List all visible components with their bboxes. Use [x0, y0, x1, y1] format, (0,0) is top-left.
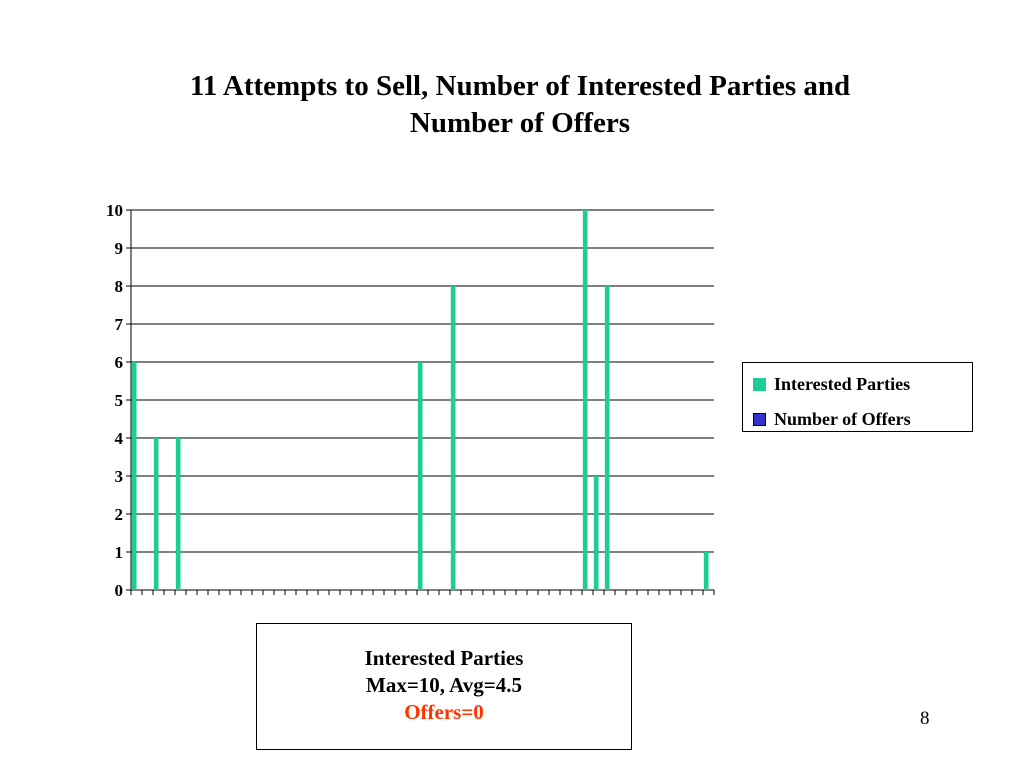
bar-interested-parties	[593, 476, 599, 590]
bar-interested-parties	[175, 438, 181, 590]
y-tick-label: 1	[115, 543, 124, 562]
bar-interested-parties	[582, 210, 588, 590]
slide-title-line-2: Number of Offers	[409, 107, 631, 139]
stats-heading: Interested Parties	[364, 646, 524, 670]
legend-label-interested-parties: Interested Parties	[774, 373, 911, 394]
y-tick-label: 0	[115, 581, 124, 600]
y-tick-label: 10	[106, 201, 123, 220]
y-tick-label: 9	[115, 239, 124, 258]
bar-interested-parties	[417, 362, 423, 590]
slide-title-line-1: 11 Attempts to Sell, Number of Intereste…	[189, 70, 851, 102]
y-tick-label: 3	[115, 467, 124, 486]
legend-label-number-of-offers: Number of Offers	[774, 408, 911, 429]
stats-summary-box: Interested Parties Max=10, Avg=4.5 Offer…	[256, 623, 632, 750]
legend-swatch-interested-parties	[753, 377, 766, 391]
y-tick-label: 8	[115, 277, 124, 296]
bar-interested-parties	[153, 438, 159, 590]
legend-swatch-number-of-offers	[753, 412, 766, 426]
bar-interested-parties	[703, 552, 709, 590]
chart-legend: Interested Parties Number of Offers	[742, 362, 973, 432]
y-tick-label: 4	[115, 429, 124, 448]
legend-item-number-of-offers: Number of Offers	[753, 408, 911, 430]
stats-max-avg: Max=10, Avg=4.5	[366, 673, 522, 697]
bar-interested-parties	[131, 362, 137, 590]
y-tick-label: 5	[115, 391, 124, 410]
bar-interested-parties	[450, 286, 456, 590]
y-tick-label: 7	[115, 315, 124, 334]
bar-interested-parties	[604, 286, 610, 590]
legend-item-interested-parties: Interested Parties	[753, 373, 910, 395]
slide-title: 11 Attempts to Sell, Number of Intereste…	[80, 68, 960, 142]
page-number: 8	[920, 708, 930, 729]
stats-offers: Offers=0	[404, 700, 484, 724]
y-tick-label: 2	[115, 505, 124, 524]
y-tick-label: 6	[115, 353, 124, 372]
